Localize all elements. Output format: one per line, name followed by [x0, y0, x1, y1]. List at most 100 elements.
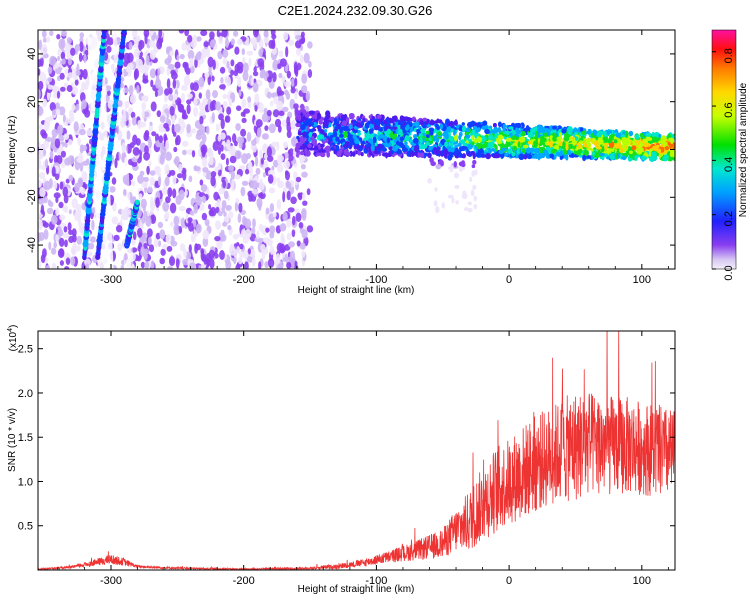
- noise-speck: [133, 48, 140, 59]
- signal-mark: [497, 134, 504, 141]
- noise-speck: [203, 41, 209, 48]
- signal-mark: [556, 136, 562, 141]
- noise-speck: [85, 143, 90, 154]
- signal-mark: [396, 140, 400, 146]
- noise-speck: [147, 187, 153, 194]
- noise-speck: [71, 197, 78, 209]
- noise-speck: [234, 174, 241, 180]
- noise-speck: [272, 212, 277, 218]
- noise-speck: [48, 241, 52, 251]
- streak-2-mark: [121, 30, 127, 34]
- noise-speck: [278, 72, 283, 79]
- noise-speck: [226, 106, 232, 115]
- signal-mark: [400, 120, 404, 125]
- signal-mark: [447, 194, 454, 199]
- noise-speck: [140, 261, 145, 269]
- noise-speck: [49, 102, 56, 112]
- x-tick-label: 0: [506, 274, 512, 286]
- noise-speck: [70, 256, 76, 266]
- noise-speck: [138, 41, 143, 51]
- noise-speck: [189, 57, 194, 68]
- noise-speck: [306, 188, 311, 196]
- signal-mark: [444, 133, 449, 140]
- signal-mark: [504, 152, 509, 157]
- noise-speck: [140, 246, 145, 257]
- noise-speck: [281, 119, 288, 128]
- noise-speck: [267, 174, 274, 184]
- noise-speck: [125, 65, 131, 73]
- noise-speck: [219, 132, 226, 140]
- signal-mark: [562, 141, 566, 148]
- snr-y-scale: (x104): [7, 325, 19, 352]
- signal-mark: [413, 146, 419, 152]
- signal-mark: [389, 118, 395, 124]
- y-tick-label: 20: [26, 96, 38, 108]
- noise-speck: [79, 37, 84, 43]
- signal-mark: [412, 137, 419, 144]
- noise-speck: [170, 221, 174, 227]
- noise-speck: [234, 150, 242, 160]
- noise-speck: [221, 30, 228, 38]
- signal-mark: [333, 117, 338, 125]
- signal-mark: [655, 137, 659, 143]
- noise-speck: [42, 37, 47, 43]
- noise-speck: [188, 175, 193, 183]
- signal-mark: [388, 150, 392, 155]
- signal-mark: [472, 152, 476, 160]
- noise-speck: [40, 129, 47, 137]
- signal-mark: [336, 151, 342, 157]
- noise-speck: [219, 250, 225, 260]
- noise-speck: [49, 55, 57, 66]
- noise-speck: [50, 247, 57, 255]
- noise-speck: [305, 90, 311, 102]
- noise-speck: [188, 244, 192, 254]
- signal-mark: [379, 127, 383, 132]
- noise-speck: [220, 153, 226, 161]
- noise-speck: [41, 44, 48, 55]
- noise-speck: [233, 69, 239, 77]
- signal-mark: [425, 130, 430, 135]
- noise-speck: [195, 195, 202, 206]
- noise-speck: [222, 57, 227, 65]
- noise-speck: [80, 187, 86, 195]
- snr-panel: -300 -200 -100 0 100 0.51.01.52.02.5 Height …: [7, 325, 676, 595]
- noise-speck: [185, 67, 191, 75]
- noise-speck: [263, 107, 268, 116]
- noise-speck: [230, 59, 235, 67]
- signal-mark: [435, 164, 442, 170]
- noise-speck: [294, 91, 298, 100]
- noise-speck: [51, 128, 58, 138]
- signal-mark: [597, 137, 601, 143]
- noise-speck: [241, 228, 247, 239]
- noise-speck: [46, 207, 54, 215]
- noise-speck: [166, 78, 171, 89]
- signal-mark: [392, 145, 399, 152]
- signal-mark: [306, 125, 310, 132]
- noise-speck: [144, 66, 148, 76]
- signal-mark: [582, 154, 587, 162]
- noise-speck: [295, 212, 302, 222]
- signal-mark: [434, 120, 439, 124]
- noise-speck: [155, 191, 161, 200]
- noise-speck: [307, 41, 313, 49]
- signal-mark: [306, 118, 312, 125]
- noise-speck: [195, 223, 202, 234]
- noise-speck: [164, 176, 170, 187]
- noise-speck: [56, 90, 61, 99]
- noise-speck: [193, 96, 198, 106]
- noise-speck: [88, 242, 95, 250]
- y-tick-label: 40: [26, 48, 38, 60]
- noise-speck: [258, 102, 264, 114]
- noise-speck: [241, 48, 245, 56]
- signal-mark: [525, 147, 532, 154]
- noise-speck: [132, 116, 137, 126]
- noise-speck: [148, 125, 154, 132]
- noise-speck: [165, 233, 172, 245]
- signal-mark: [435, 206, 440, 214]
- noise-speck: [264, 261, 269, 269]
- signal-mark: [436, 124, 440, 131]
- noise-speck: [168, 87, 173, 95]
- noise-speck: [292, 215, 296, 226]
- signal-mark: [636, 151, 643, 155]
